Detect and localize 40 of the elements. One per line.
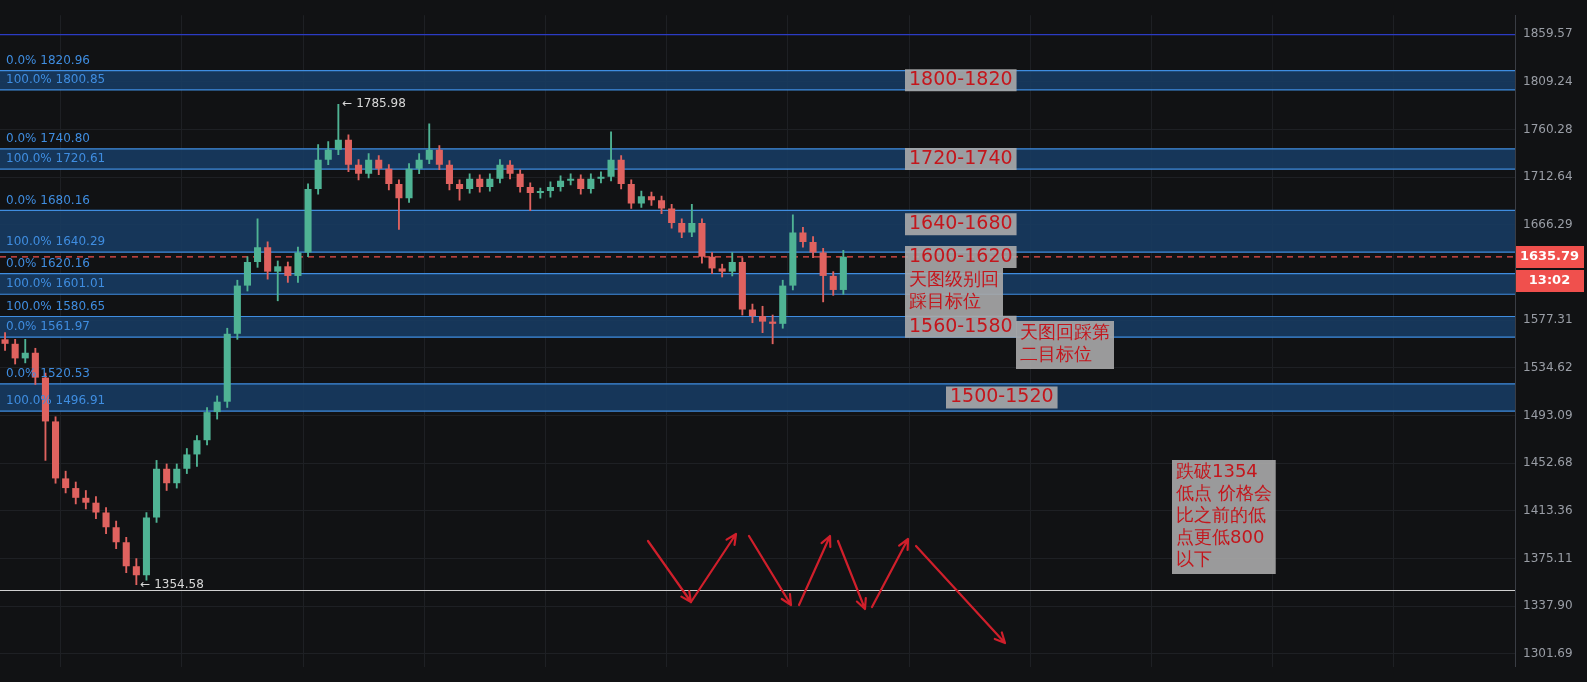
candlestick (597, 171, 605, 184)
y-tick-label: 1534.62 (1523, 359, 1573, 374)
y-tick-label: 1413.36 (1523, 502, 1573, 517)
band-label: 1500-1520 (950, 384, 1054, 407)
candlestick (274, 260, 282, 302)
ref-line-label: 0.0% 1680.16 (6, 192, 90, 207)
y-tick-label: 1337.90 (1523, 598, 1573, 613)
annotation: ← 1785.98 (342, 96, 406, 111)
ref-line-label: 0.0% 1740.80 (6, 130, 90, 145)
ref-line-label: 0.0% 1820.96 (6, 52, 90, 67)
y-tick-label: 1493.09 (1523, 407, 1573, 422)
annotation: 天图回踩第二目标位 (1020, 320, 1110, 364)
y-tick-label: 1577.31 (1523, 312, 1573, 327)
ref-line-label: 100.0% 1800.85 (6, 72, 106, 87)
ref-line-label: 100.0% 1580.65 (6, 298, 106, 313)
band-label: 1600-1620 (909, 243, 1013, 266)
annotation: 跌破1354低点 价格会比之前的低点更低800以下 (1176, 459, 1272, 569)
y-tick-label: 1760.28 (1523, 121, 1573, 136)
band-label: 1640-1680 (909, 211, 1013, 234)
ref-line-label: 100.0% 1720.61 (6, 151, 106, 166)
annotation: 天图级别回踩目标位 (909, 267, 999, 311)
candlestick (567, 173, 575, 186)
band-label: 1800-1820 (909, 67, 1013, 90)
y-tick-label: 1452.68 (1523, 455, 1573, 470)
y-tick-label: 1712.64 (1523, 169, 1573, 184)
band-label: 1720-1740 (909, 145, 1013, 168)
y-tick-label: 1859.57 (1523, 26, 1573, 41)
y-tick-label: 1375.11 (1523, 550, 1573, 565)
ref-line-label: 0.0% 1620.16 (6, 255, 90, 270)
annotation: ← 1354.58 (140, 576, 204, 591)
y-tick-label: 1809.24 (1523, 73, 1573, 88)
y-tick-label: 1301.69 (1523, 645, 1573, 660)
y-tick-label: 1666.29 (1523, 216, 1573, 231)
text: 13:02 (1528, 272, 1571, 288)
ref-line-label: 1635.79 (1519, 248, 1580, 264)
ref-line-label: 100.0% 1640.29 (6, 234, 106, 249)
ref-line-label: 0.0% 1561.97 (6, 319, 90, 334)
ref-line-label: 100.0% 1601.01 (6, 276, 106, 291)
band-label: 1560-1580 (909, 313, 1013, 336)
candlestick (536, 187, 544, 199)
